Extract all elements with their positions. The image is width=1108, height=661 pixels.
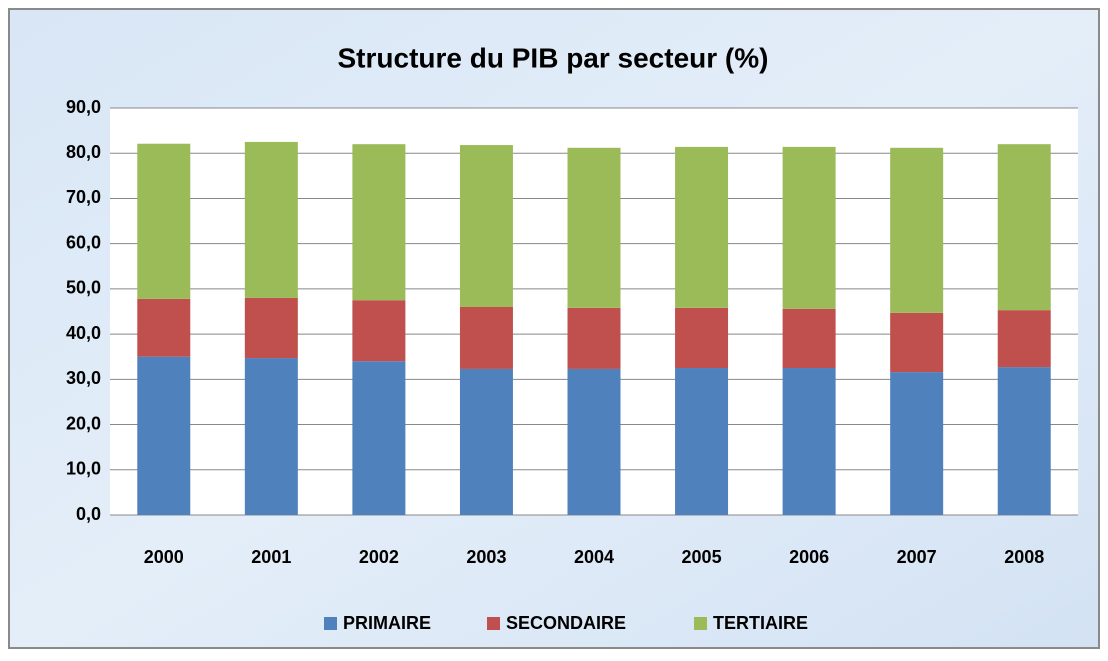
bar-segment — [567, 147, 621, 308]
bar-segment — [567, 368, 621, 515]
bar-segment — [567, 307, 621, 369]
bar-segment — [997, 144, 1051, 311]
y-tick-label: 20,0 — [66, 413, 101, 433]
x-tick-label: 2005 — [682, 547, 722, 567]
x-tick-label: 2003 — [466, 547, 506, 567]
bar-segment — [352, 361, 406, 515]
bar-segment — [244, 141, 298, 298]
bar-segment — [137, 298, 191, 357]
bar-segment — [890, 147, 944, 313]
legend-swatch — [487, 617, 500, 630]
bar-segment — [137, 143, 191, 299]
y-tick-label: 40,0 — [66, 323, 101, 343]
bar-segment — [890, 372, 944, 515]
bar-segment — [352, 300, 406, 362]
bar-segment — [352, 144, 406, 301]
bar-segment — [675, 307, 729, 369]
bar-segment — [675, 368, 729, 515]
y-tick-label: 10,0 — [66, 459, 101, 479]
bar-segment — [459, 368, 513, 515]
bar-segment — [782, 308, 836, 369]
bar-segment — [782, 368, 836, 515]
bar-segment — [459, 145, 513, 307]
y-tick-label: 60,0 — [66, 232, 101, 252]
legend-label: SECONDAIRE — [506, 613, 626, 633]
y-tick-label: 80,0 — [66, 142, 101, 162]
bar-segment — [890, 312, 944, 373]
legend-swatch — [324, 617, 337, 630]
y-tick-label: 70,0 — [66, 187, 101, 207]
bar-segment — [244, 297, 298, 359]
bar-segment — [782, 146, 836, 309]
bar-segment — [997, 310, 1051, 368]
bar-segment — [997, 367, 1051, 515]
x-tick-label: 2002 — [359, 547, 399, 567]
bar-segment — [459, 306, 513, 369]
legend-label: TERTIAIRE — [713, 613, 808, 633]
bar-segment — [137, 356, 191, 515]
x-tick-label: 2006 — [789, 547, 829, 567]
chart-title: Structure du PIB par secteur (%) — [338, 42, 769, 73]
x-tick-label: 2000 — [144, 547, 184, 567]
x-tick-label: 2001 — [251, 547, 291, 567]
legend-label: PRIMAIRE — [343, 613, 431, 633]
y-tick-label: 50,0 — [66, 278, 101, 298]
legend-swatch — [694, 617, 707, 630]
x-tick-label: 2007 — [897, 547, 937, 567]
y-tick-label: 0,0 — [76, 504, 101, 524]
y-tick-label: 90,0 — [66, 97, 101, 117]
x-tick-label: 2004 — [574, 547, 614, 567]
y-tick-label: 30,0 — [66, 368, 101, 388]
bar-segment — [675, 146, 729, 308]
bar-segment — [244, 358, 298, 515]
x-tick-label: 2008 — [1004, 547, 1044, 567]
